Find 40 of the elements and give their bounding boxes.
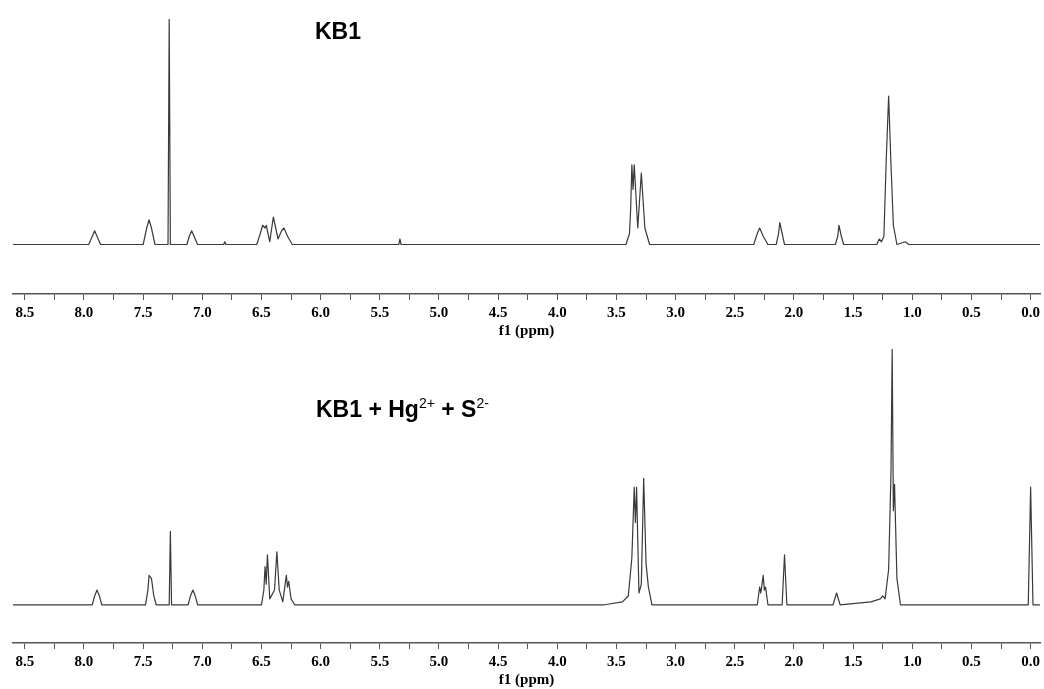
x-tick-label: 8.5 [15, 303, 35, 320]
x-tick-label: 0.5 [962, 303, 981, 320]
chart-title: KB1 [315, 18, 362, 45]
x-tick-label: 7.5 [133, 652, 153, 669]
x-tick-label: 5.0 [429, 652, 449, 669]
x-tick-label: 2.5 [725, 652, 745, 669]
x-tick-label: 3.5 [607, 303, 626, 320]
x-tick-label: 4.5 [488, 652, 508, 669]
x-tick-label: 6.5 [252, 652, 271, 669]
x-tick-label: 5.5 [370, 652, 390, 669]
x-tick-label: 8.0 [74, 652, 94, 669]
x-tick-label: 3.5 [607, 652, 626, 669]
x-tick-label: 8.0 [74, 303, 94, 320]
x-tick-label: 4.0 [547, 652, 567, 669]
x-tick-label: 6.5 [252, 303, 271, 320]
x-tick-label: 1.0 [902, 652, 922, 669]
text: KB1 + Hg$^{2+}$ + S$^{2-}$ [316, 395, 489, 423]
x-tick-label: 8.5 [15, 652, 35, 669]
x-tick-label: 5.0 [429, 303, 449, 320]
x-tick-label: 1.5 [843, 303, 863, 320]
x-tick-label: 6.0 [311, 303, 331, 320]
x-tick-label: 7.0 [192, 303, 212, 320]
x-tick-label: 1.5 [843, 652, 863, 669]
x-tick-label: 7.5 [133, 303, 153, 320]
x-axis-title: f1 (ppm) [498, 321, 555, 339]
x-tick-label: 2.0 [784, 303, 804, 320]
x-axis-title: f1 (ppm) [498, 670, 555, 688]
x-tick-label: 0.0 [1021, 652, 1040, 669]
x-tick-label: 4.0 [547, 303, 567, 320]
x-tick-label: 0.0 [1021, 303, 1040, 320]
x-tick-label: 3.0 [666, 303, 686, 320]
x-tick-label: 0.5 [962, 652, 981, 669]
x-tick-label: 1.0 [902, 303, 922, 320]
x-tick-label: 6.0 [311, 652, 331, 669]
x-tick-label: 7.0 [192, 652, 212, 669]
x-tick-label: 2.0 [784, 652, 804, 669]
x-tick-label: 5.5 [370, 303, 390, 320]
x-tick-label: 4.5 [488, 303, 508, 320]
x-tick-label: 3.0 [666, 652, 686, 669]
x-tick-label: 2.5 [725, 303, 745, 320]
